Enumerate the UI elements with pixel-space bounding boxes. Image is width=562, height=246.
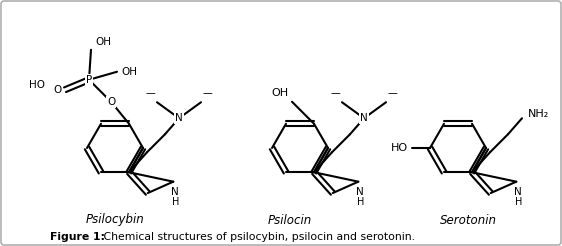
Text: OH: OH bbox=[271, 88, 288, 98]
Text: Figure 1:: Figure 1: bbox=[50, 232, 105, 242]
Text: N: N bbox=[356, 187, 364, 197]
Text: H: H bbox=[171, 197, 179, 207]
Text: Serotonin: Serotonin bbox=[439, 214, 496, 227]
Text: NH₂: NH₂ bbox=[528, 109, 549, 119]
Text: N: N bbox=[175, 113, 183, 123]
Text: O: O bbox=[53, 85, 61, 95]
Text: N: N bbox=[360, 113, 368, 123]
Text: H: H bbox=[357, 197, 364, 207]
Text: H: H bbox=[515, 197, 522, 207]
Text: Psilocin: Psilocin bbox=[268, 214, 312, 227]
Text: O: O bbox=[107, 97, 115, 107]
Text: —: — bbox=[203, 88, 213, 98]
Text: N: N bbox=[171, 187, 179, 197]
Text: Chemical structures of psilocybin, psilocin and serotonin.: Chemical structures of psilocybin, psilo… bbox=[100, 232, 415, 242]
Text: —: — bbox=[330, 88, 340, 98]
Text: HO: HO bbox=[391, 143, 408, 153]
Text: Psilocybin: Psilocybin bbox=[85, 214, 144, 227]
Text: N: N bbox=[514, 187, 522, 197]
Text: —: — bbox=[145, 88, 155, 98]
Text: P: P bbox=[86, 75, 92, 85]
Text: OH: OH bbox=[121, 67, 137, 77]
Text: HO: HO bbox=[29, 80, 45, 90]
Text: —: — bbox=[388, 88, 398, 98]
Text: OH: OH bbox=[95, 37, 111, 47]
